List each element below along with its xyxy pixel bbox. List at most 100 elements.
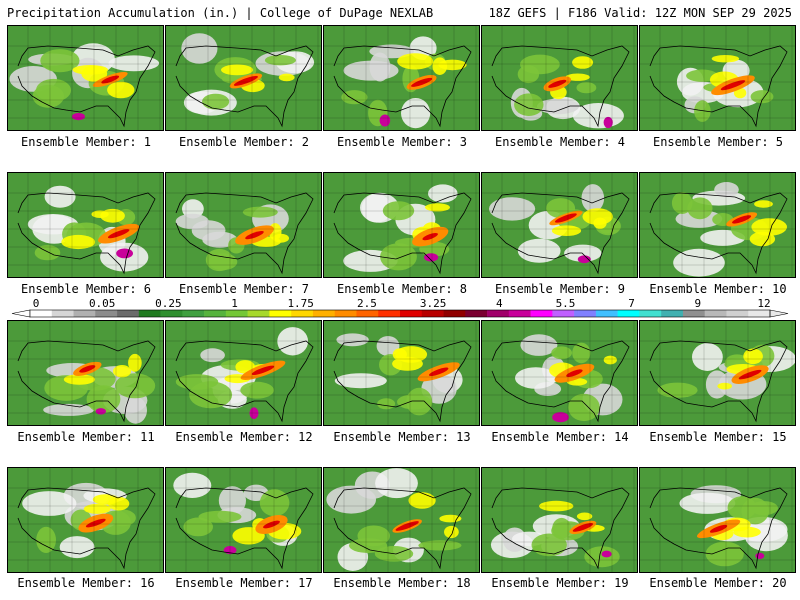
ensemble-member-label: Ensemble Member: 19: [491, 576, 629, 590]
colorbar-swatch: [204, 310, 227, 317]
precip-map: [640, 173, 795, 277]
colorbar-swatch: [726, 310, 749, 317]
colorbar-swatch: [30, 310, 53, 317]
ensemble-member-label: Ensemble Member: 10: [649, 282, 787, 296]
precip-map: [324, 468, 479, 572]
ensemble-member-label: Ensemble Member: 11: [17, 430, 155, 444]
colorbar-tick-label: 0: [33, 298, 40, 310]
precip-map: [166, 321, 321, 425]
precip-map: [482, 321, 637, 425]
colorbar-swatch: [682, 310, 705, 317]
colorbar-swatch: [465, 310, 488, 317]
ensemble-panel: [481, 172, 638, 278]
colorbar-outline: [29, 309, 771, 318]
colorbar-swatch: [639, 310, 662, 317]
precip-map: [640, 321, 795, 425]
colorbar-swatch: [400, 310, 423, 317]
ensemble-member-label: Ensemble Member: 4: [494, 135, 626, 149]
colorbar-swatch: [661, 310, 684, 317]
ensemble-panel: [481, 467, 638, 573]
colorbar-tick-label: 9: [694, 298, 701, 310]
colorbar-tick-label: 3.25: [420, 298, 447, 310]
ensemble-member-label: Ensemble Member: 20: [649, 576, 787, 590]
ensemble-panel: [481, 25, 638, 131]
ensemble-panel: [639, 25, 796, 131]
ensemble-member-label: Ensemble Member: 16: [17, 576, 155, 590]
ensemble-member-label: Ensemble Member: 5: [652, 135, 784, 149]
colorbar-swatch: [530, 310, 553, 317]
colorbar-swatch: [552, 310, 575, 317]
ensemble-member-label: Ensemble Member: 9: [494, 282, 626, 296]
colorbar-swatch: [487, 310, 510, 317]
ensemble-panel: [7, 467, 164, 573]
ensemble-member-label: Ensemble Member: 7: [178, 282, 310, 296]
colorbar-swatch: [182, 310, 205, 317]
colorbar-tick-label: 0.25: [155, 298, 182, 310]
ensemble-panel: [323, 172, 480, 278]
ensemble-member-label: Ensemble Member: 8: [336, 282, 468, 296]
colorbar-swatch: [312, 310, 335, 317]
precip-map: [166, 26, 321, 130]
ensemble-panel: [7, 25, 164, 131]
ensemble-panel: [323, 320, 480, 426]
colorbar-high-arrow: [769, 309, 789, 318]
precip-map: [166, 173, 321, 277]
colorbar-tick-label: 2.5: [357, 298, 377, 310]
precip-map: [482, 26, 637, 130]
ensemble-member-label: Ensemble Member: 1: [20, 135, 152, 149]
ensemble-panel: [7, 172, 164, 278]
ensemble-member-label: Ensemble Member: 14: [491, 430, 629, 444]
precip-map: [8, 26, 163, 130]
run-valid-time: 18Z GEFS | F186 Valid: 12Z MON SEP 29 20…: [488, 6, 792, 20]
ensemble-member-label: Ensemble Member: 6: [20, 282, 152, 296]
colorbar-tick-label: 5.5: [556, 298, 576, 310]
colorbar-low-arrow: [11, 309, 31, 318]
colorbar-swatch: [443, 310, 466, 317]
precip-map: [482, 468, 637, 572]
colorbar-swatch: [574, 310, 597, 317]
colorbar-swatch: [704, 310, 727, 317]
ensemble-panel: [165, 467, 322, 573]
colorbar-tick-label: 0.05: [89, 298, 116, 310]
colorbar-swatch: [595, 310, 618, 317]
ensemble-member-label: Ensemble Member: 15: [649, 430, 787, 444]
ensemble-panel: [165, 25, 322, 131]
colorbar-swatch: [617, 310, 640, 317]
ensemble-panel: [639, 172, 796, 278]
colorbar-swatch: [95, 310, 118, 317]
colorbar-swatch: [421, 310, 444, 317]
ensemble-panel: [639, 320, 796, 426]
ensemble-panel: [481, 320, 638, 426]
colorbar-swatch: [117, 310, 140, 317]
precip-map: [324, 173, 479, 277]
ensemble-panel: [323, 25, 480, 131]
colorbar-swatch: [138, 310, 161, 317]
colorbar-swatch: [356, 310, 379, 317]
colorbar-tick-label: 1: [231, 298, 238, 310]
ensemble-panel: [639, 467, 796, 573]
colorbar-tick-label: 7: [628, 298, 635, 310]
colorbar-swatch: [508, 310, 531, 317]
precip-map: [8, 468, 163, 572]
colorbar-tick-label: 4: [496, 298, 503, 310]
colorbar-swatch: [247, 310, 270, 317]
ensemble-panel: [165, 320, 322, 426]
precip-colorbar: 0 0.05 0.25 1 1.75 2.5 3.25 4 5.5 7 9 12: [11, 298, 789, 318]
ensemble-member-label: Ensemble Member: 12: [175, 430, 313, 444]
colorbar-swatch: [73, 310, 96, 317]
colorbar-swatch: [269, 310, 292, 317]
precip-map: [324, 321, 479, 425]
ensemble-member-label: Ensemble Member: 17: [175, 576, 313, 590]
ensemble-member-label: Ensemble Member: 13: [333, 430, 471, 444]
precip-map: [482, 173, 637, 277]
ensemble-member-label: Ensemble Member: 2: [178, 135, 310, 149]
colorbar-swatch: [160, 310, 183, 317]
precip-map: [166, 468, 321, 572]
colorbar-swatch: [291, 310, 314, 317]
precip-map: [8, 173, 163, 277]
ensemble-panel: [323, 467, 480, 573]
ensemble-panel: [7, 320, 164, 426]
colorbar-swatch: [225, 310, 248, 317]
colorbar-swatch: [51, 310, 74, 317]
ensemble-panel: [165, 172, 322, 278]
